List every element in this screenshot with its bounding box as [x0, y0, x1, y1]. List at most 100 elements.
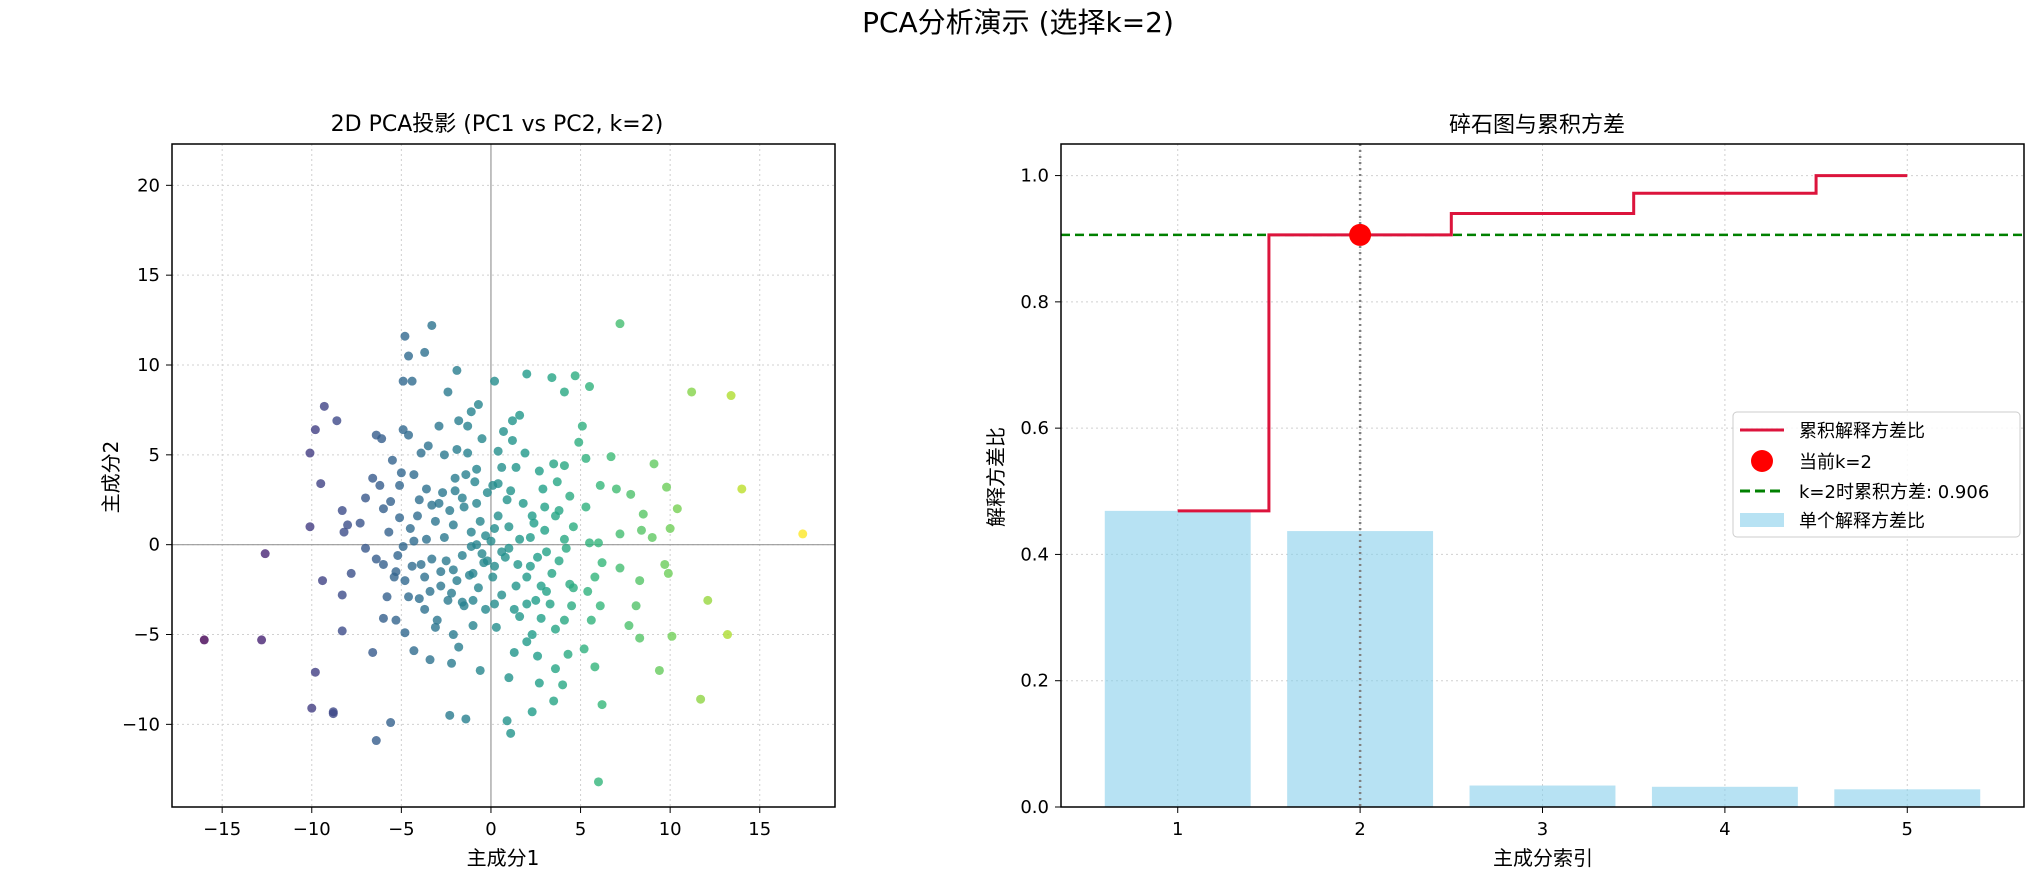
scatter-point [663, 568, 673, 578]
scatter-point [522, 599, 532, 609]
scree-cumulative-step-line [1177, 174, 1908, 513]
scatter-point [490, 599, 500, 609]
scatter-point [378, 559, 388, 569]
scatter-point [427, 554, 437, 564]
scatter-point [737, 484, 747, 494]
scatter-point [332, 416, 342, 426]
scatter-point [386, 718, 396, 728]
scatter-xtick-label: 10 [659, 819, 682, 840]
scatter-point [337, 506, 347, 516]
scree-current-k-marker [1349, 223, 1372, 246]
scatter-point [507, 435, 517, 445]
scatter-point [636, 525, 646, 535]
scatter-point [585, 382, 595, 392]
scatter-point [409, 646, 419, 656]
scatter-point [515, 612, 525, 622]
scatter-point [615, 529, 625, 539]
scatter-point [491, 622, 501, 632]
scatter-point [518, 498, 528, 508]
scatter-ytick-label: −10 [122, 714, 160, 735]
scatter-point [687, 387, 697, 397]
scatter-point [482, 556, 492, 566]
scatter-point [665, 524, 675, 534]
scatter-point [488, 572, 498, 582]
scatter-point [368, 647, 378, 657]
scatter-point [445, 506, 455, 516]
scatter-point [558, 680, 568, 690]
scatter-point [382, 592, 392, 602]
scatter-point [405, 524, 415, 534]
scree-lines [1061, 144, 2024, 807]
scatter-xtick-label: 0 [485, 819, 496, 840]
scatter-point [597, 558, 607, 568]
scatter-point [565, 491, 575, 501]
scatter-ytick-label: 10 [137, 355, 160, 376]
scatter-point [606, 452, 616, 462]
scatter-point [434, 498, 444, 508]
scatter-point [561, 543, 571, 553]
scatter-point [472, 540, 482, 550]
legend-swatch-individual [1740, 513, 1784, 527]
scatter-point [361, 493, 371, 503]
scatter-point [547, 373, 557, 383]
scatter-point [378, 504, 388, 514]
scatter-point [654, 665, 664, 675]
scatter-point [477, 434, 487, 444]
scatter-ylabel: 主成分2 [99, 441, 123, 514]
scatter-point [574, 437, 584, 447]
scatter-point [466, 527, 476, 537]
scree-bar [1287, 531, 1434, 807]
scatter-point [533, 651, 543, 661]
scatter-point [447, 658, 457, 668]
scatter-point [412, 511, 422, 521]
scatter-point [538, 484, 548, 494]
scatter-point [434, 421, 444, 431]
scatter-ytick-label: 15 [137, 265, 160, 286]
scatter-point [570, 371, 580, 381]
scatter-point [672, 504, 682, 514]
scatter-point [515, 410, 525, 420]
scatter-point [416, 448, 426, 458]
scatter-point [527, 707, 537, 717]
scatter-ytick-label: 5 [149, 445, 160, 466]
scatter-point [497, 462, 507, 472]
scatter-point [615, 563, 625, 573]
scatter-point [409, 536, 419, 546]
scatter-grid [172, 144, 835, 807]
scatter-point [593, 538, 603, 548]
scatter-point [624, 621, 634, 631]
scatter-point [493, 446, 503, 456]
scatter-point [660, 559, 670, 569]
scatter-point [409, 470, 419, 480]
legend-label-k2-variance: k=2时累积方差: 0.906 [1799, 482, 1989, 503]
scatter-point [581, 502, 591, 512]
scatter-point [468, 595, 478, 605]
scatter-point [475, 516, 485, 526]
scatter-point [473, 400, 483, 410]
scatter-point [439, 532, 449, 542]
scatter-point [404, 351, 414, 361]
scatter-point [490, 561, 500, 571]
scatter-point [391, 615, 401, 625]
scatter-point [534, 678, 544, 688]
scatter-point [649, 459, 659, 469]
scree-title: 碎石图与累积方差 [1449, 113, 1625, 138]
scatter-point [404, 592, 414, 602]
scatter-point [439, 450, 449, 460]
scatter-point [305, 448, 315, 458]
scree-bar [1469, 785, 1616, 807]
scatter-point [475, 665, 485, 675]
scatter-point [318, 576, 328, 586]
scatter-point [443, 595, 453, 605]
scatter-point [511, 581, 521, 591]
scatter-point [339, 527, 349, 537]
scatter-point [504, 522, 514, 532]
scatter-point [393, 550, 403, 560]
scatter-point [506, 486, 516, 496]
scatter-point [590, 572, 600, 582]
scatter-point [579, 644, 589, 654]
scatter-point [407, 561, 417, 571]
scatter-ytick-label: −5 [133, 625, 160, 646]
scatter-point [559, 615, 569, 625]
